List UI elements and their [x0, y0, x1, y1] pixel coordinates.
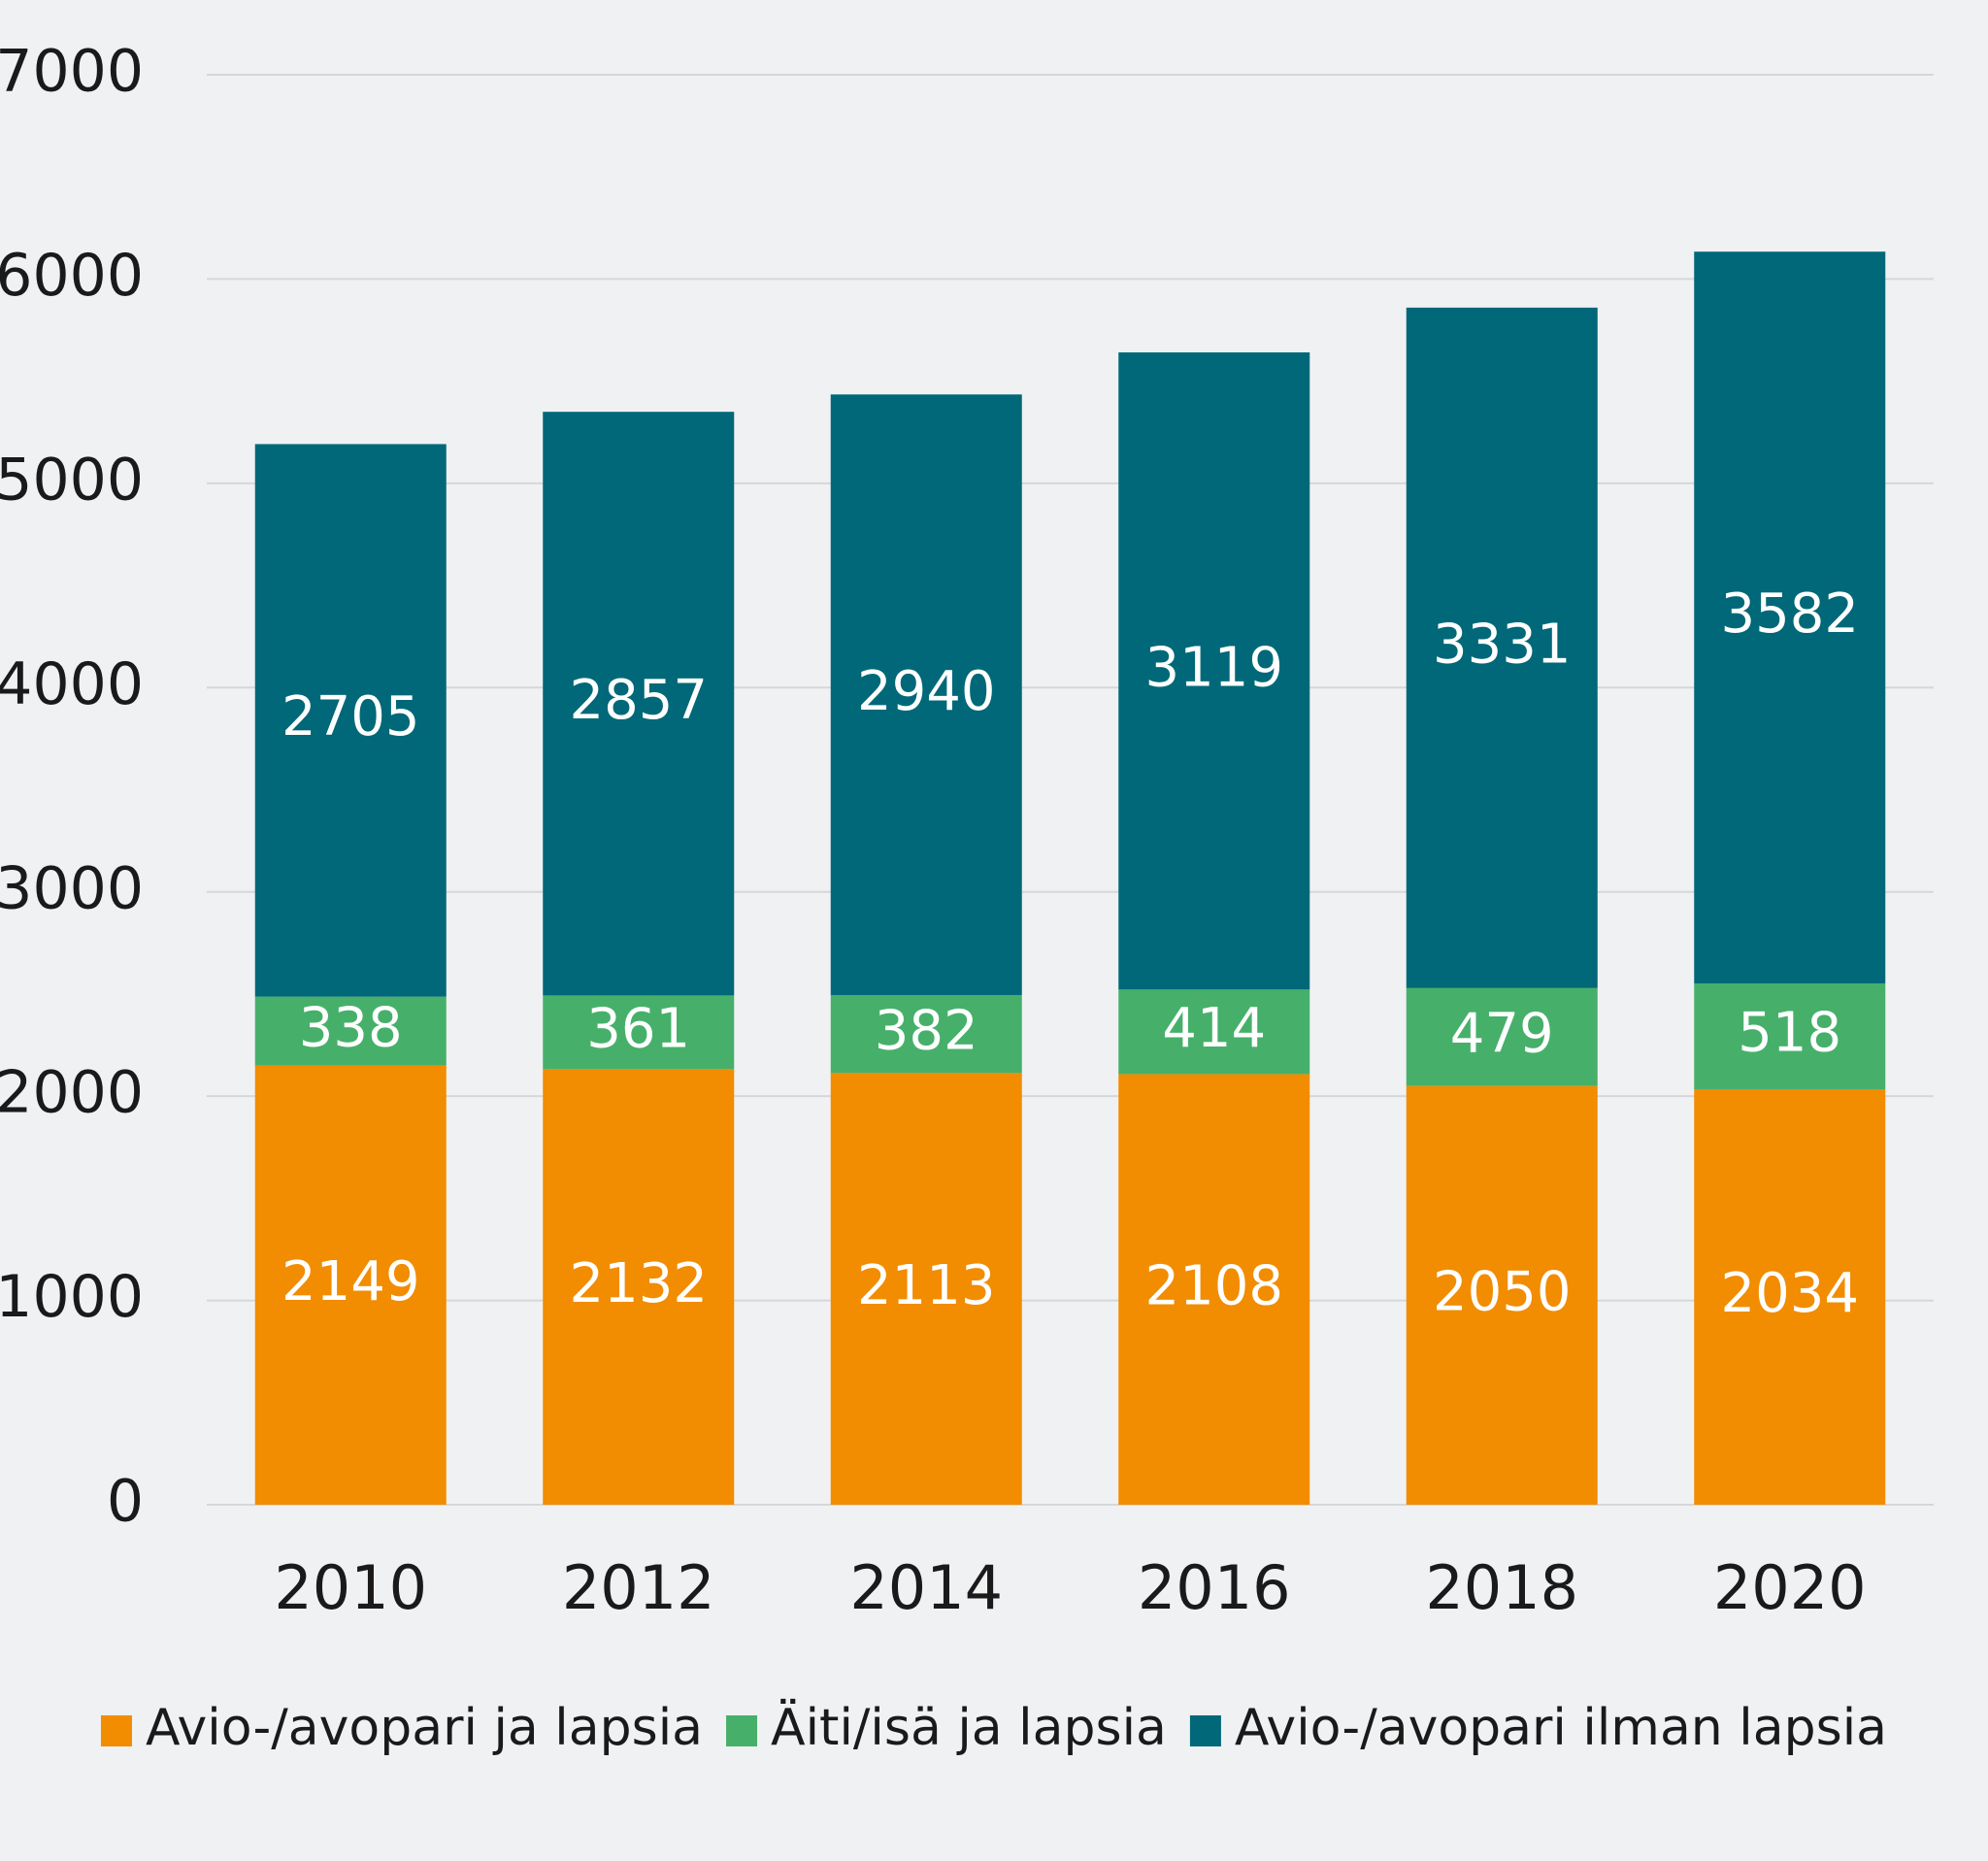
y-tick-label: 7000: [0, 38, 144, 106]
data-label: 518: [1738, 1002, 1841, 1065]
x-tick-label: 2012: [562, 1552, 715, 1623]
bar-segment: [1118, 989, 1310, 1075]
bar-segment: [1118, 351, 1310, 990]
data-label: 2108: [1144, 1254, 1283, 1317]
data-label: 3331: [1433, 613, 1572, 676]
y-tick-label: 0: [107, 1468, 144, 1536]
legend-label: Avio-/avopari ja lapsia: [146, 1699, 703, 1757]
legend-swatch: [100, 1715, 132, 1746]
data-label: 2940: [857, 660, 996, 723]
data-label: 361: [586, 998, 690, 1061]
data-label: 2857: [569, 669, 708, 732]
y-tick-label: 1000: [0, 1263, 144, 1331]
bar-segment: [543, 1069, 735, 1505]
bar-segment: [1406, 307, 1598, 988]
data-label: 2132: [569, 1252, 708, 1315]
x-tick-label: 2018: [1425, 1552, 1578, 1623]
data-label: 382: [875, 999, 978, 1062]
legend-label: Äiti/isä ja lapsia: [771, 1698, 1167, 1757]
y-tick-label: 4000: [0, 650, 144, 718]
bar-segment: [830, 994, 1022, 1074]
bar-segment: [830, 1073, 1022, 1505]
data-label: 414: [1162, 997, 1266, 1060]
bar-segment: [830, 394, 1022, 995]
data-label: 2050: [1433, 1260, 1572, 1323]
data-label: 2705: [282, 685, 420, 748]
bar-segment: [543, 412, 735, 996]
bar-segment: [1694, 251, 1886, 983]
bar-segment: [543, 995, 735, 1070]
data-label: 338: [299, 996, 403, 1059]
bar-segment: [1694, 982, 1886, 1089]
bar-segment: [1406, 1085, 1598, 1505]
legend-swatch: [1189, 1715, 1221, 1746]
data-label: 2113: [857, 1254, 996, 1317]
y-tick-label: 6000: [0, 242, 144, 310]
data-label: 2149: [282, 1250, 420, 1313]
legend-label: Avio-/avopari ilman lapsia: [1235, 1699, 1887, 1757]
bar-segment: [1118, 1074, 1310, 1505]
x-tick-label: 2016: [1138, 1552, 1291, 1623]
bar-segment: [1694, 1088, 1886, 1505]
bar-segment: [254, 996, 447, 1066]
legend-swatch: [726, 1715, 758, 1746]
x-tick-label: 2014: [849, 1552, 1003, 1623]
data-label: 3582: [1720, 582, 1859, 646]
data-label: 2034: [1720, 1262, 1859, 1325]
y-tick-label: 5000: [0, 446, 144, 514]
x-tick-label: 2010: [274, 1552, 427, 1623]
x-tick-label: 2020: [1713, 1552, 1867, 1623]
data-label: 479: [1450, 1002, 1554, 1065]
bar-segment: [254, 1065, 447, 1505]
data-label: 3119: [1144, 636, 1283, 699]
bar-segment: [254, 444, 447, 997]
y-tick-label: 3000: [0, 854, 144, 922]
y-tick-label: 2000: [0, 1059, 144, 1127]
bar-segment: [1406, 987, 1598, 1086]
